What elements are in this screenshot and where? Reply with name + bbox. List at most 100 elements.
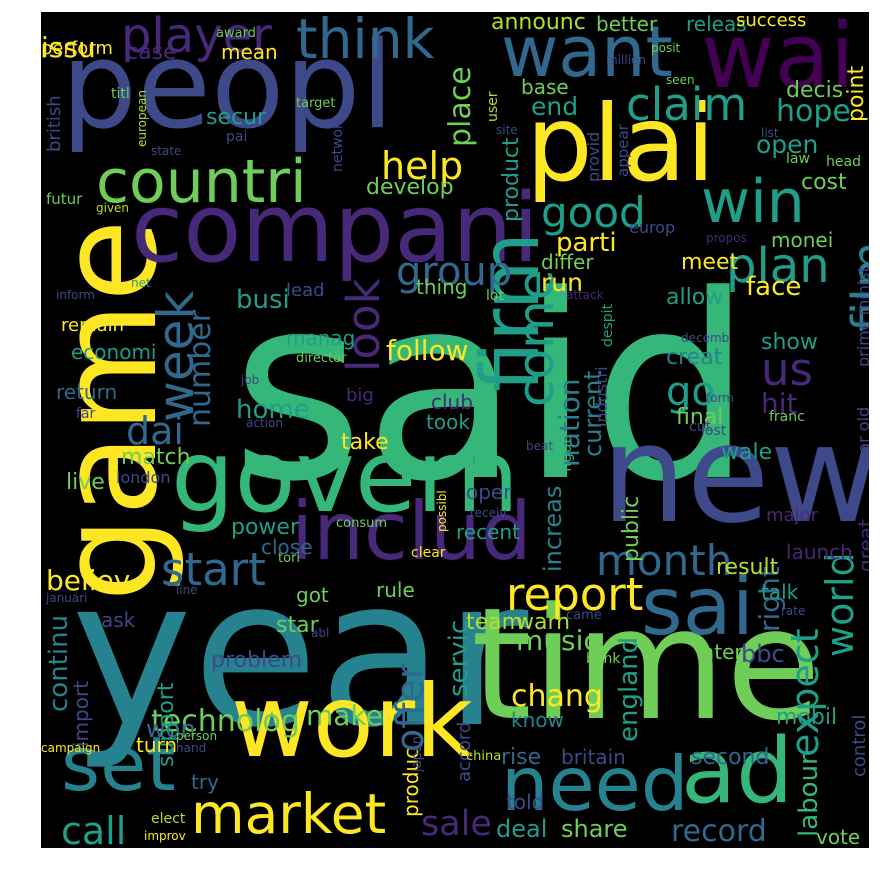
word-announc: announc (491, 12, 586, 35)
word-told: told (506, 790, 545, 814)
word-network: network (330, 115, 346, 172)
word-run: run (541, 268, 583, 297)
word-person: person (176, 729, 218, 743)
word-govern: govern (171, 418, 520, 535)
word-year: year (71, 535, 529, 773)
word-problem: problem (211, 648, 303, 673)
word-peopl: peopl (61, 17, 394, 156)
word-rate: rate (781, 604, 806, 618)
word-cloud: said year time peopl game new govern work plai wa… (41, 12, 869, 848)
word-return: return (56, 380, 118, 404)
word-case: case (126, 40, 177, 65)
word-bank: bank (586, 651, 621, 667)
word-beat: beat (526, 439, 554, 453)
word-tori: tori (278, 551, 301, 566)
word-sai: sai (641, 560, 754, 653)
word-japan: japan (410, 735, 425, 772)
word-releas: releas (686, 12, 747, 36)
word-group: group (396, 249, 513, 295)
word-target: target (296, 96, 336, 111)
word-mean: mean (221, 40, 278, 64)
word-technolog: technolog (151, 704, 300, 739)
word-end: end (531, 92, 579, 121)
word-line: line (176, 583, 198, 597)
word-think: think (296, 12, 435, 71)
word-recent: recent (456, 520, 520, 544)
word-deal: deal (496, 815, 548, 843)
word-got: got (296, 583, 329, 607)
word-know: know (511, 708, 564, 732)
word-europ: europ (629, 218, 676, 237)
word-thing: thing (416, 275, 468, 299)
word-lot: lot (486, 288, 504, 304)
word-go: go (666, 369, 716, 415)
word-includ: includ (291, 485, 532, 578)
word-issu: issu (41, 31, 96, 64)
word-rule: rule (376, 578, 415, 602)
word-need: need (501, 740, 689, 828)
word-abl: abl (311, 626, 330, 640)
word-new: new (601, 396, 869, 553)
word-hand: hand (176, 741, 207, 755)
word-cost: cost (801, 170, 847, 195)
word-major: major (766, 505, 818, 526)
word-player: player (121, 12, 272, 64)
word-match: match (121, 445, 191, 470)
word-futur: futur (46, 190, 83, 208)
word-industri: industri (592, 366, 611, 427)
word-set: set (61, 720, 176, 808)
word-secur: secur (206, 105, 267, 130)
word-wai: wai (701, 12, 855, 109)
word-meet: meet (681, 250, 739, 275)
word-number: number (183, 309, 218, 427)
word-director: director (296, 351, 347, 366)
word-home: home (236, 395, 310, 425)
word-european: european (135, 90, 149, 147)
word-result: result (716, 555, 779, 580)
word-compani: compani (131, 174, 540, 284)
word-good: good (541, 188, 646, 237)
word-public: public (619, 495, 644, 562)
word-job: job (241, 373, 260, 387)
word-great: great (854, 519, 869, 572)
word-believ: believ (46, 564, 131, 597)
word-record: record (671, 814, 767, 848)
word-action: action (246, 416, 283, 430)
word-better: better (596, 12, 658, 36)
word-sale: sale (421, 804, 492, 844)
word-decis: decis (786, 78, 844, 103)
word-big: big (346, 385, 374, 406)
word-develop: develop (366, 175, 454, 200)
word-product: product (499, 137, 524, 222)
word-net: net (131, 276, 151, 290)
word-us: us (761, 343, 813, 396)
word-follow: follow (386, 334, 469, 367)
word-economi: economi (71, 340, 157, 364)
word-close: close (261, 535, 313, 559)
word-report: report (506, 568, 644, 621)
word-bbc: bbc (741, 640, 785, 668)
word-time: time (471, 574, 822, 755)
word-rise: rise (501, 745, 542, 770)
word-oper: oper (466, 480, 512, 504)
word-seen: seen (666, 73, 695, 87)
word-countri: countri (96, 147, 307, 217)
word-british: british (44, 95, 65, 152)
word-consum: consum (336, 516, 388, 531)
word-inform: inform (56, 288, 95, 302)
word-perform: perform (41, 38, 113, 59)
word-plai: plai (526, 83, 716, 205)
word-given: given (96, 201, 130, 215)
word-intern: intern (696, 640, 755, 664)
word-hope: hope (776, 94, 851, 129)
word-user: user (485, 91, 501, 122)
word-power: power (231, 515, 299, 540)
word-head: head (826, 154, 861, 170)
word-point: point (844, 65, 869, 122)
word-law: law (786, 151, 810, 167)
word-month: month (596, 536, 733, 585)
word-face: face (746, 272, 802, 302)
word-china: china (466, 749, 502, 764)
word-state: state (151, 144, 182, 158)
word-manag: manag (286, 326, 356, 350)
